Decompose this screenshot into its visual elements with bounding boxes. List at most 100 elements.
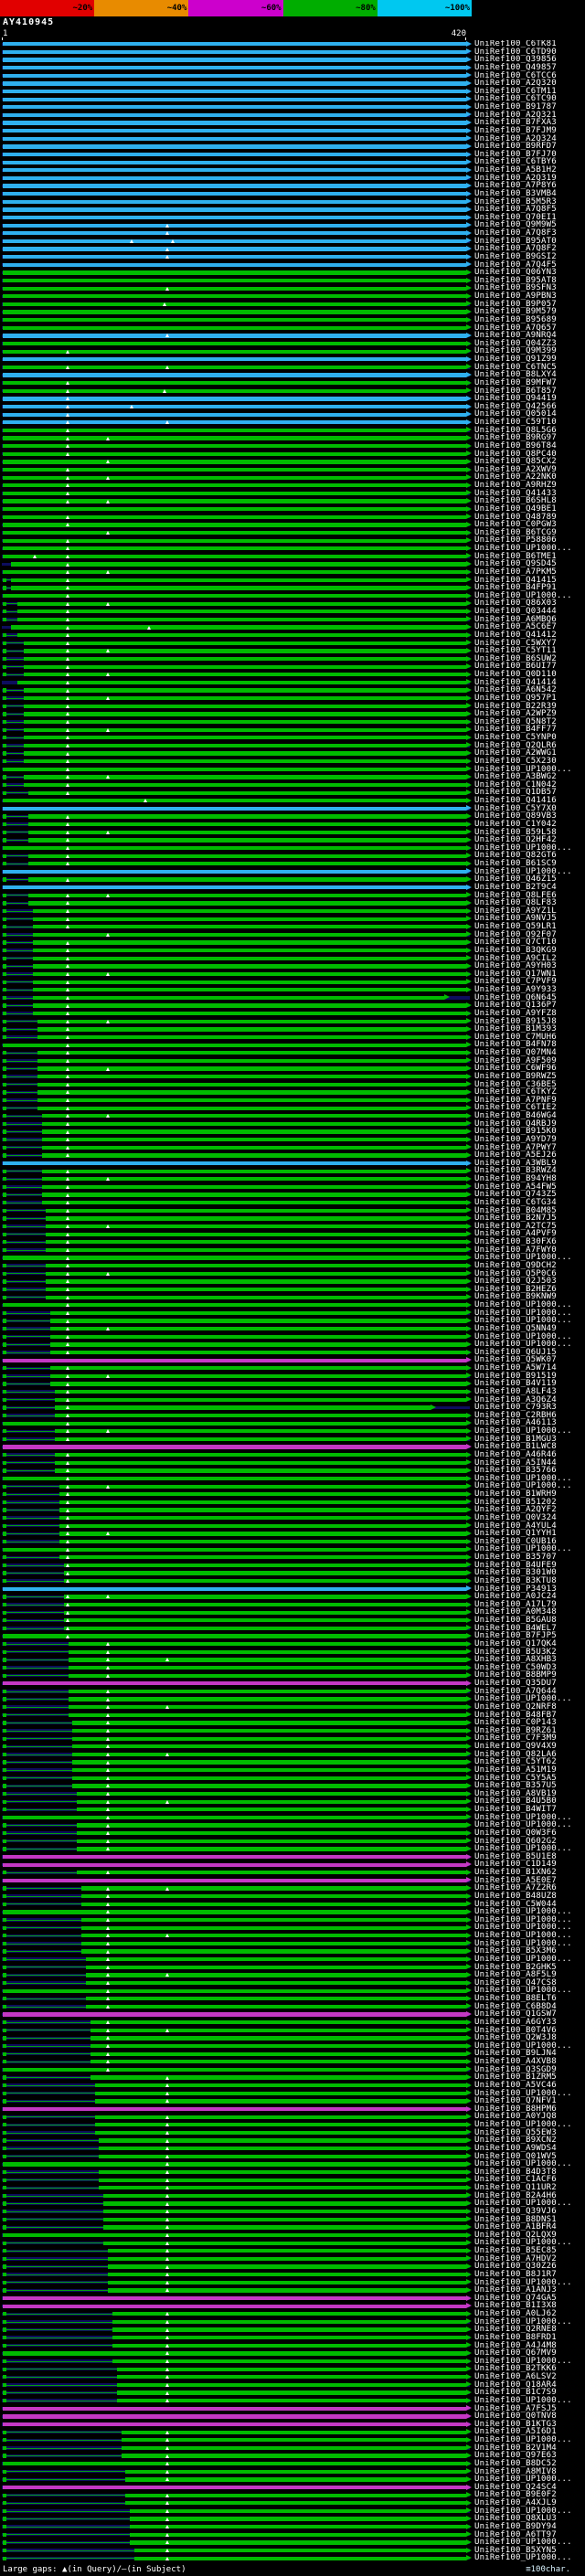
alignment-bar[interactable] <box>3 388 466 393</box>
alignment-bar[interactable] <box>41 1201 466 1205</box>
hit-label[interactable]: UniRef100_A9RHZ9 <box>474 481 557 490</box>
hit-label[interactable]: UniRef100_B5GAU8 <box>474 1616 557 1625</box>
alignment-bar[interactable] <box>3 1421 466 1426</box>
alignment-bar[interactable] <box>3 1634 466 1638</box>
alignment-bar[interactable] <box>3 799 466 803</box>
hit-label[interactable]: UniRef100_Q0V324 <box>474 1512 557 1522</box>
hit-label[interactable]: UniRef100_B04M85 <box>474 1205 557 1215</box>
hit-label[interactable]: UniRef100_UP1000... <box>474 1316 572 1326</box>
alignment-bar[interactable] <box>55 1453 466 1458</box>
hit-label[interactable]: UniRef100_Q602G2 <box>474 1836 557 1846</box>
hit-label[interactable]: UniRef100_B9XCN2 <box>474 2136 557 2146</box>
alignment-bar[interactable] <box>46 1247 466 1252</box>
alignment-bar[interactable] <box>24 688 466 693</box>
alignment-bar[interactable] <box>94 2130 466 2135</box>
hit-label[interactable]: UniRef100_B915J8 <box>474 1016 557 1026</box>
alignment-bar[interactable] <box>3 129 466 133</box>
alignment-bar[interactable] <box>50 1366 466 1371</box>
hit-label[interactable]: UniRef100_Q17QK4 <box>474 1638 557 1648</box>
alignment-bar[interactable] <box>77 1799 466 1804</box>
alignment-bar[interactable] <box>37 1027 466 1032</box>
hit-label[interactable]: UniRef100_B8HPM6 <box>474 2104 557 2114</box>
hit-label[interactable]: UniRef100_A9YH03 <box>474 961 557 971</box>
hit-label[interactable]: UniRef100_A46113 <box>474 1418 557 1428</box>
alignment-bar[interactable] <box>37 1097 466 1103</box>
hit-label[interactable]: UniRef100_B22R39 <box>474 701 557 711</box>
alignment-bar[interactable] <box>50 1350 466 1355</box>
hit-label[interactable]: UniRef100_A9F509 <box>474 1055 557 1065</box>
hit-label[interactable]: UniRef100_P34913 <box>474 1584 557 1594</box>
hit-label[interactable]: UniRef100_A46R46 <box>474 1449 557 1459</box>
alignment-bar[interactable] <box>55 1436 466 1441</box>
hit-label[interactable]: UniRef100_Q41433 <box>474 488 557 498</box>
hit-label[interactable]: UniRef100_UP1000... <box>474 1820 572 1830</box>
alignment-bar[interactable] <box>46 1295 466 1299</box>
hit-label[interactable]: UniRef100_Q74GA5 <box>474 2293 557 2303</box>
alignment-bar[interactable] <box>81 1941 466 1945</box>
hit-label[interactable]: UniRef100_B5U3K2 <box>474 1647 557 1657</box>
alignment-bar[interactable] <box>77 1839 466 1843</box>
hit-label[interactable]: UniRef100_B96T84 <box>474 440 557 451</box>
alignment-bar[interactable] <box>68 1689 466 1693</box>
alignment-bar[interactable] <box>28 877 466 882</box>
alignment-bar[interactable] <box>3 294 466 299</box>
alignment-bar[interactable] <box>3 2414 466 2419</box>
alignment-bar[interactable] <box>10 578 466 582</box>
hit-label[interactable]: UniRef100_UP1000... <box>474 1308 572 1318</box>
hit-label[interactable]: UniRef100_Q2NRF8 <box>474 1701 557 1712</box>
alignment-bar[interactable] <box>77 1831 466 1836</box>
alignment-bar[interactable] <box>130 2508 466 2513</box>
alignment-bar[interactable] <box>68 1697 466 1701</box>
alignment-bar[interactable] <box>68 1705 466 1710</box>
hit-label[interactable]: UniRef100_UP1000... <box>474 2120 572 2129</box>
alignment-bar[interactable] <box>41 1153 466 1158</box>
hit-label[interactable]: UniRef100_B5U1E8 <box>474 1851 557 1861</box>
alignment-bar[interactable] <box>46 1216 466 1221</box>
alignment-bar[interactable] <box>3 318 466 323</box>
hit-label[interactable]: UniRef100_UP1000... <box>474 1931 572 1940</box>
alignment-bar[interactable] <box>3 231 466 236</box>
hit-label[interactable]: UniRef100_B4FP91 <box>474 583 557 593</box>
alignment-bar[interactable] <box>3 184 466 188</box>
alignment-bar[interactable] <box>50 1342 466 1347</box>
hit-label[interactable]: UniRef100_B6UI77 <box>474 662 557 672</box>
alignment-bar[interactable] <box>125 2501 466 2506</box>
hit-label[interactable]: UniRef100_Q55EW3 <box>474 2127 557 2137</box>
hit-label[interactable]: UniRef100_C0PGW3 <box>474 520 557 530</box>
hit-label[interactable]: UniRef100_UP1000... <box>474 1923 572 1933</box>
hit-label[interactable]: UniRef100_A8XHB3 <box>474 1655 557 1665</box>
alignment-bar[interactable] <box>41 1114 466 1118</box>
hit-label[interactable]: UniRef100_Q6UJ15 <box>474 1347 557 1357</box>
alignment-bar[interactable] <box>3 136 466 141</box>
hit-label[interactable]: UniRef100_Q47CS8 <box>474 1977 557 1988</box>
hit-label[interactable]: UniRef100_B61SC9 <box>474 859 557 868</box>
hit-label[interactable]: UniRef100_B35707 <box>474 1553 557 1562</box>
hit-label[interactable]: UniRef100_C1ACF6 <box>474 2175 557 2185</box>
hit-label[interactable]: UniRef100_Q46Z15 <box>474 875 557 885</box>
hit-label[interactable]: UniRef100_A4XVB8 <box>474 2057 557 2066</box>
hit-label[interactable]: UniRef100_C7F3M9 <box>474 1733 557 1744</box>
hit-label[interactable]: UniRef100_B4D3T8 <box>474 2167 557 2177</box>
hit-label[interactable]: UniRef100_Q7NFV1 <box>474 2096 557 2106</box>
hit-label[interactable]: UniRef100_A2Q319 <box>474 173 557 183</box>
hit-label[interactable]: UniRef100_B1LWC8 <box>474 1442 557 1452</box>
alignment-bar[interactable] <box>85 1965 466 1969</box>
alignment-bar[interactable] <box>58 1492 466 1497</box>
hit-label[interactable]: UniRef100_Q6N645 <box>474 992 557 1002</box>
alignment-bar[interactable] <box>24 673 466 677</box>
alignment-bar[interactable] <box>58 1484 466 1489</box>
hit-label[interactable]: UniRef100_B6TCG9 <box>474 527 557 537</box>
hit-label[interactable]: UniRef100_B8BMP9 <box>474 1670 557 1680</box>
hit-label[interactable]: UniRef100_B5XYN5 <box>474 2545 557 2555</box>
hit-label[interactable]: UniRef100_C6TM11 <box>474 86 557 96</box>
hit-label[interactable]: UniRef100_Q9SD45 <box>474 559 557 569</box>
hit-label[interactable]: UniRef100_Q957P1 <box>474 693 557 703</box>
hit-label[interactable]: UniRef100_A5B1H2 <box>474 165 557 175</box>
alignment-bar[interactable] <box>46 1279 466 1284</box>
hit-label[interactable]: UniRef100_B8FRD1 <box>474 2332 557 2342</box>
hit-label[interactable]: UniRef100_A5W714 <box>474 1363 557 1373</box>
hit-label[interactable]: UniRef100_B7FJ70 <box>474 149 557 159</box>
hit-label[interactable]: UniRef100_B7FJM9 <box>474 125 557 135</box>
alignment-bar[interactable] <box>3 2162 466 2167</box>
alignment-bar[interactable] <box>24 712 466 716</box>
